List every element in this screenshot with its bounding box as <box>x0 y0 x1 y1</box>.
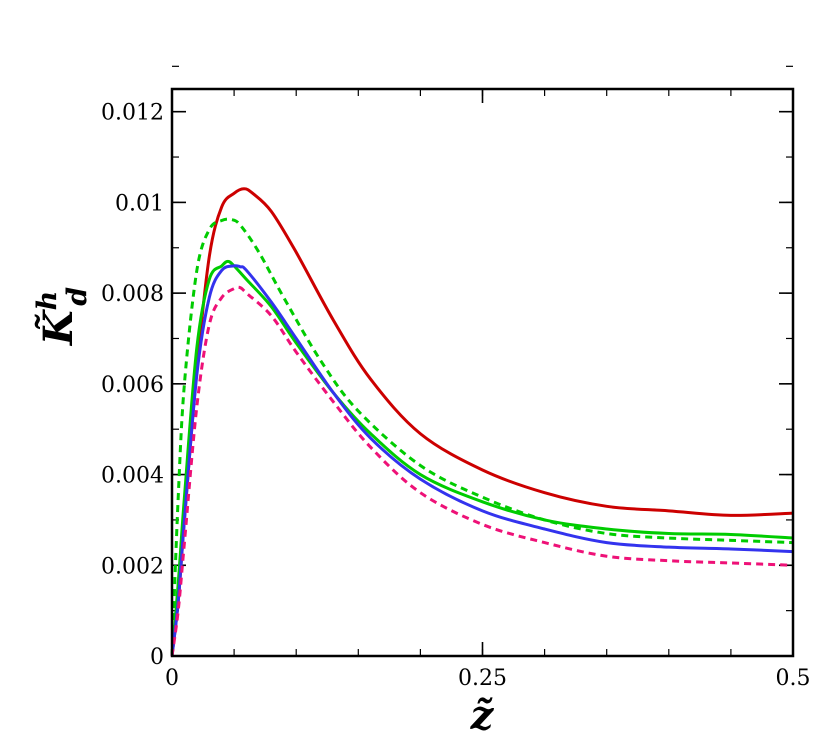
x-tick-labels: 0 0.25 0.5 <box>165 666 811 691</box>
y-tick-labels: 0 0.002 0.004 0.006 0.008 0.01 0.012 <box>101 101 164 670</box>
y-axis-label-subscript: d <box>62 287 93 306</box>
y-tick-label: 0.008 <box>101 282 164 307</box>
series-line-5 <box>170 285 794 657</box>
svg-text:K̃hd: K̃hd <box>32 287 93 346</box>
y-axis-label-superscript: h <box>32 291 63 311</box>
y-tick-label: 0.006 <box>101 373 164 398</box>
x-tick-label: 0 <box>165 666 179 691</box>
y-tick-label: 0.01 <box>115 191 164 216</box>
x-axis-label: z̃ <box>470 692 495 739</box>
minor-ticks <box>171 65 794 657</box>
y-axis-label: K̃ <box>35 308 82 346</box>
series-line-3 <box>170 259 794 657</box>
y-tick-label: 0.002 <box>101 554 164 579</box>
x-tick-label: 0.5 <box>776 666 811 691</box>
series-line-4 <box>170 264 794 657</box>
series-layer <box>170 187 794 657</box>
x-tick-label: 0.25 <box>458 666 507 691</box>
series-line-1 <box>170 187 794 657</box>
plot-frame <box>170 87 795 658</box>
y-tick-label: 0.012 <box>101 101 164 126</box>
y-axis-label-group: K̃hd <box>32 287 93 346</box>
y-tick-label: 0.004 <box>101 464 164 489</box>
y-tick-label: 0 <box>150 645 164 670</box>
series-line-2 <box>170 217 794 657</box>
major-ticks <box>171 89 794 657</box>
